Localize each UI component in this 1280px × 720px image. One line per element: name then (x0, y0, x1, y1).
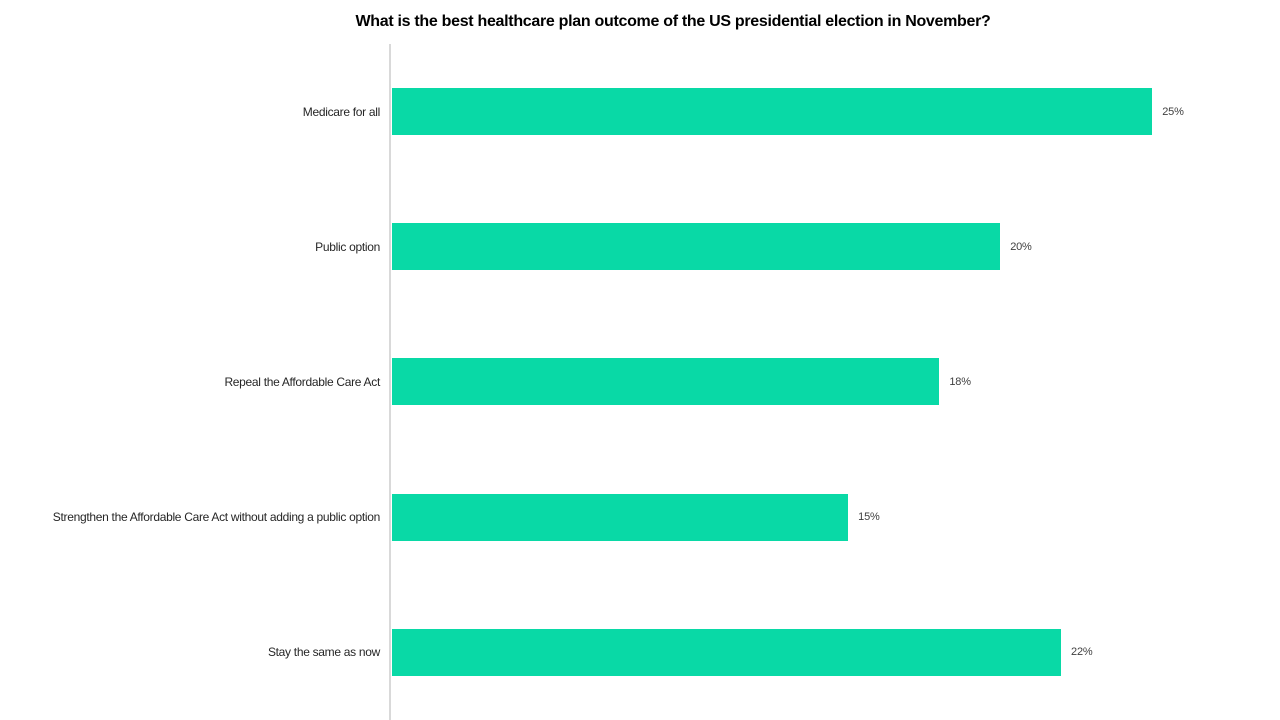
value-label: 22% (1071, 646, 1093, 659)
category-label: Public option (315, 239, 380, 254)
plot-area: Medicare for all 25% Public option 20% R… (0, 44, 1280, 720)
value-label: 25% (1162, 105, 1184, 118)
y-axis-line (389, 44, 391, 720)
chart-row: Strengthen the Affordable Care Act witho… (0, 450, 1280, 585)
value-label: 20% (1010, 240, 1032, 253)
bar (392, 223, 1001, 271)
category-label: Repeal the Affordable Care Act (224, 374, 380, 389)
bar (392, 358, 940, 406)
value-label: 15% (858, 511, 880, 524)
chart-row: Public option 20% (0, 179, 1280, 314)
chart-row: Repeal the Affordable Care Act 18% (0, 314, 1280, 449)
category-label: Medicare for all (302, 104, 381, 119)
category-label: Stay the same as now (267, 645, 380, 660)
bar (392, 628, 1062, 676)
chart-row: Medicare for all 25% (0, 44, 1280, 179)
chart-row: Stay the same as now 22% (0, 585, 1280, 720)
bar (392, 88, 1153, 136)
chart-title: What is the best healthcare plan outcome… (355, 13, 991, 30)
category-label: Strengthen the Affordable Care Act witho… (52, 510, 381, 525)
bar (392, 493, 849, 541)
value-label: 18% (949, 375, 971, 388)
